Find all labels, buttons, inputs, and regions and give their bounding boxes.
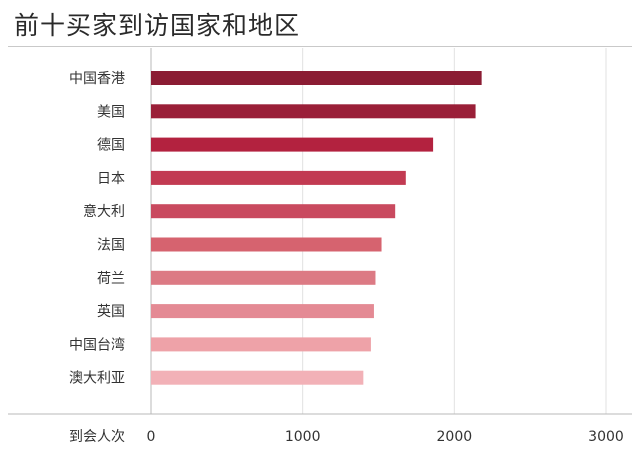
x-tick-labels: 0 1000 2000 3000 [147,429,624,445]
bar [151,170,406,185]
bar [151,137,434,152]
bar [151,237,382,252]
bar [151,370,364,385]
bar [151,270,376,285]
category-label: 中国台湾 [69,336,125,353]
x-tick-label: 3000 [588,429,624,445]
bar [151,104,476,119]
title-divider [8,46,632,47]
category-label: 中国香港 [69,71,125,87]
category-label: 英国 [97,303,125,320]
bar [151,337,371,352]
x-tick-label: 2000 [437,429,473,445]
x-axis-label: 到会人次 [69,429,125,445]
category-label: 德国 [97,138,125,154]
category-label: 澳大利亚 [69,371,125,387]
bar [151,71,482,85]
category-label: 日本 [97,171,125,187]
category-label: 美国 [97,104,125,120]
category-label: 意大利 [83,203,125,220]
category-label: 法国 [97,238,125,254]
x-tick-label: 0 [147,429,156,445]
bars [151,71,482,385]
gridlines [150,48,607,414]
bar [151,204,396,219]
bar [151,304,374,319]
chart-title: 前十买家到访国家和地区 [14,11,301,40]
category-label: 荷兰 [97,271,125,287]
x-tick-label: 1000 [285,429,321,445]
